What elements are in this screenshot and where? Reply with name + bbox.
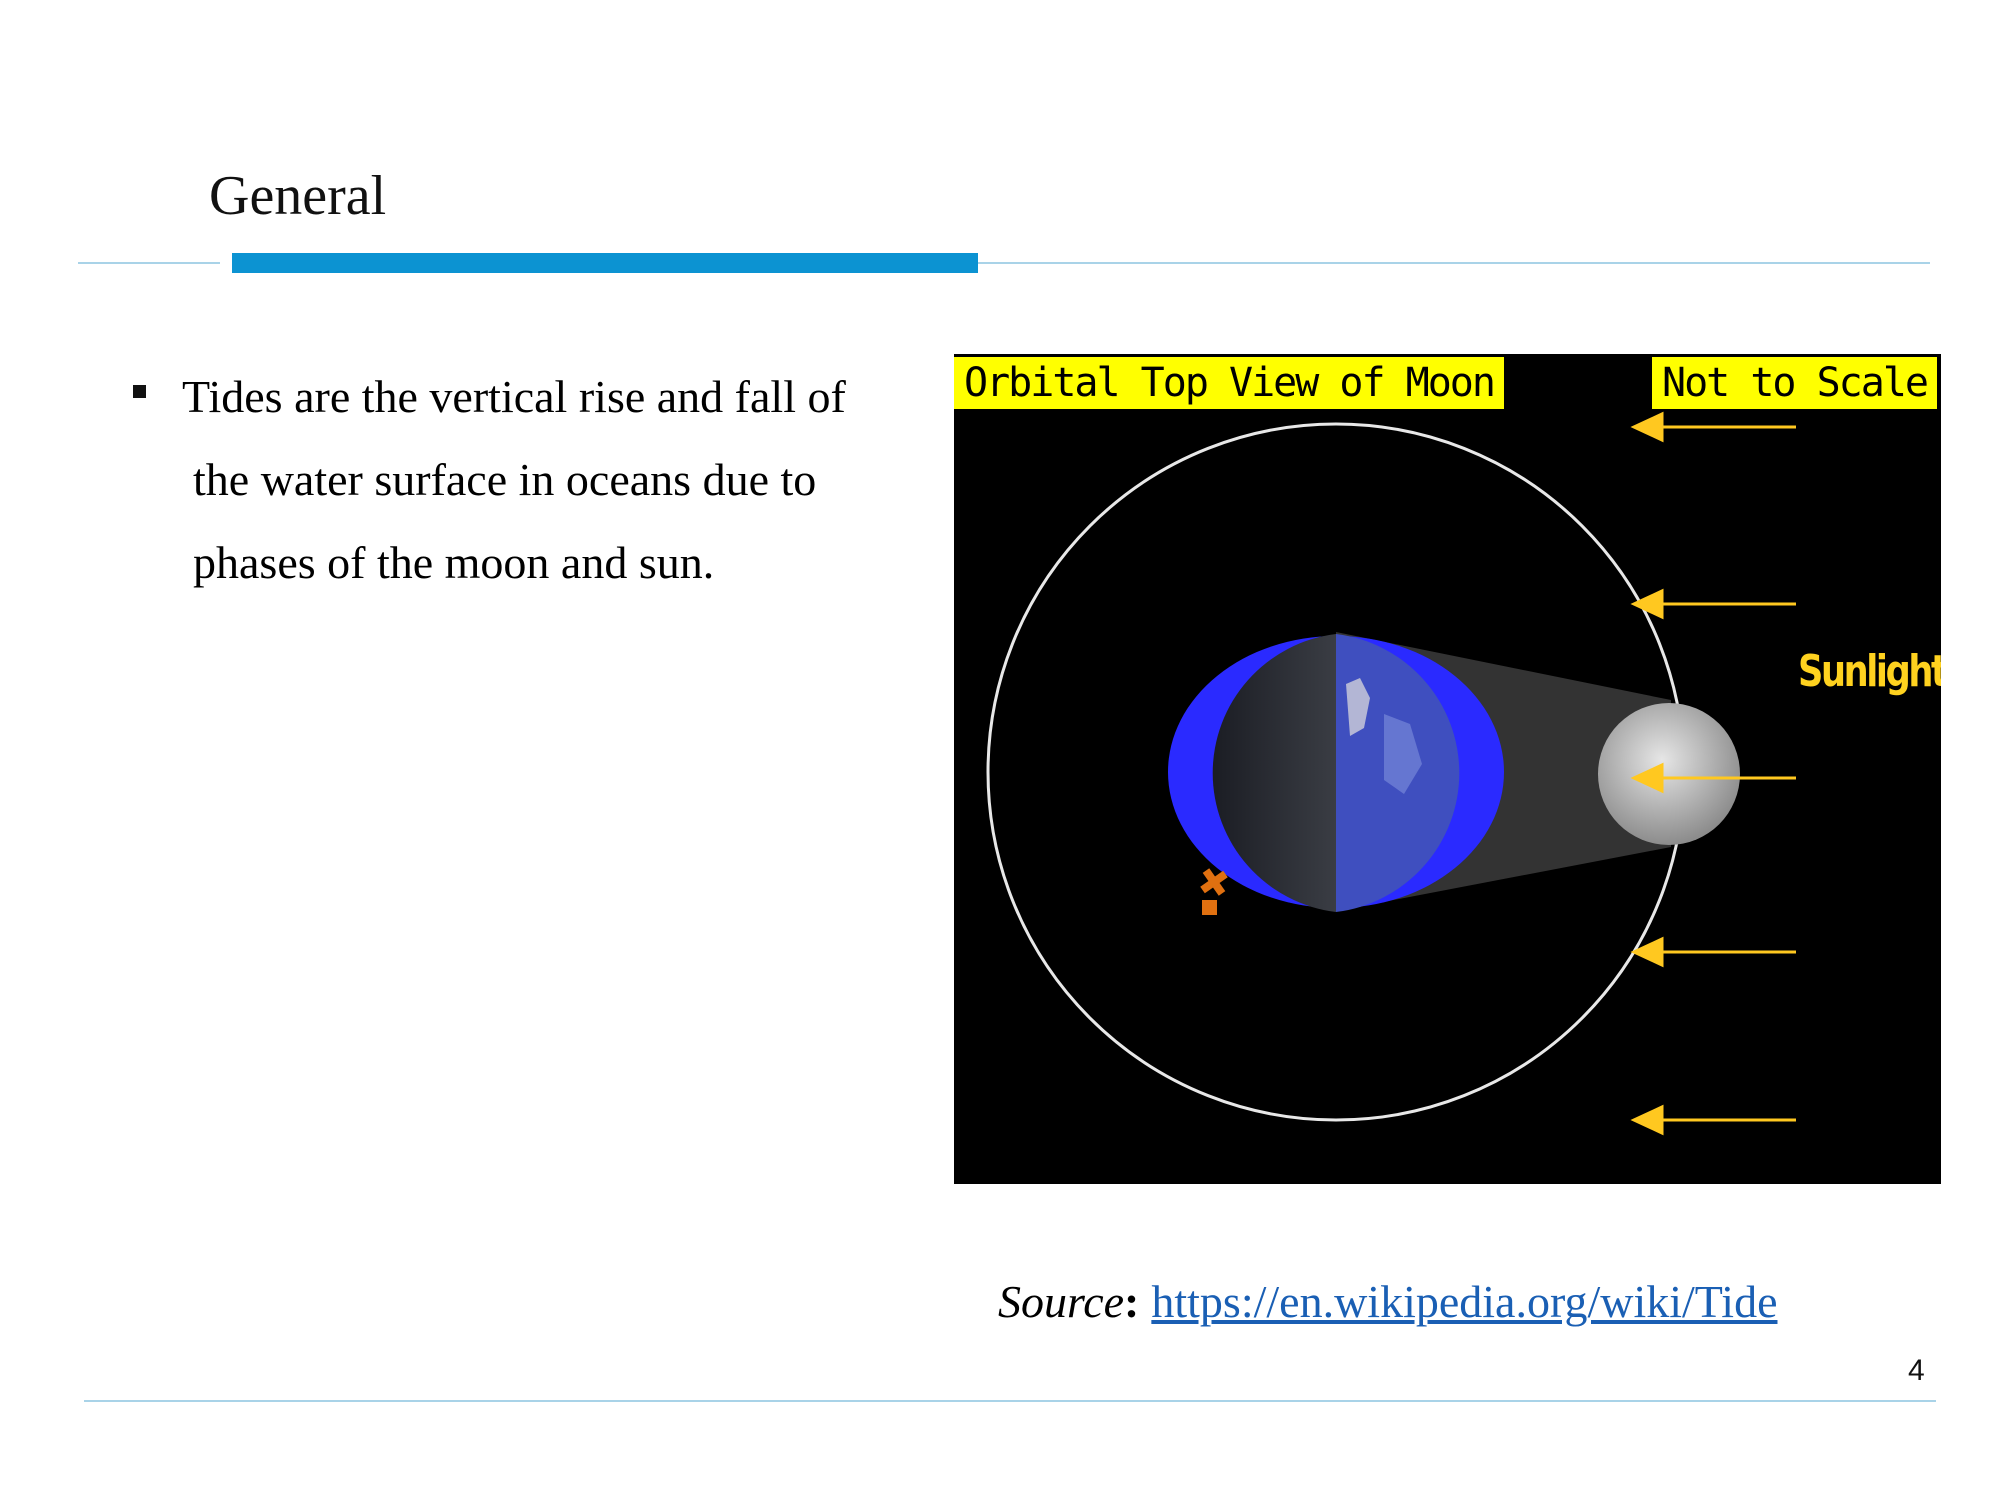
title-divider-right	[978, 262, 1930, 264]
slide-title: General	[209, 165, 387, 227]
sunlight-arrow	[1630, 411, 1796, 443]
bullet-line: Tides are the vertical rise and fall of	[182, 371, 846, 422]
title-divider-left	[78, 262, 220, 264]
earth-continent	[1384, 714, 1422, 794]
sunlight-arrow	[1630, 1104, 1796, 1136]
orbit-diagram-image: Orbital Top View of Moon Not to Scale Su…	[954, 354, 1941, 1184]
source-label: Source	[998, 1276, 1125, 1327]
orbit-diagram-graphic	[986, 411, 1796, 1136]
bullet-list: Tides are the vertical rise and fall of …	[133, 355, 923, 604]
moon-icon	[1598, 703, 1740, 845]
earth-night-side	[1212, 634, 1336, 912]
sunlight-arrow	[1630, 936, 1796, 968]
sunlight-arrows	[1630, 411, 1796, 1136]
earth-continent	[1346, 678, 1370, 736]
satellite-icon	[1200, 868, 1228, 896]
sunlight-label: Sunlight	[1798, 646, 1941, 697]
bullet-square-icon	[133, 385, 146, 398]
sunlight-arrow	[1630, 588, 1796, 620]
source-link[interactable]: https://en.wikipedia.org/wiki/Tide	[1151, 1276, 1778, 1327]
satellite-marker	[1202, 900, 1217, 915]
bullet-item: Tides are the vertical rise and fall of …	[182, 355, 923, 604]
bullet-line: the water surface in oceans due to	[193, 454, 817, 505]
source-citation: Source: https://en.wikipedia.org/wiki/Tid…	[998, 1272, 1777, 1332]
figure-title-label: Orbital Top View of Moon	[954, 357, 1504, 409]
page-number: 4	[1908, 1354, 1925, 1387]
not-to-scale-label: Not to Scale	[1652, 357, 1937, 409]
title-accent-bar	[232, 253, 978, 273]
source-colon: :	[1124, 1276, 1140, 1327]
footer-divider	[84, 1400, 1936, 1402]
bullet-line: phases of the moon and sun.	[193, 537, 715, 588]
sunlight-arrow	[1630, 762, 1796, 794]
